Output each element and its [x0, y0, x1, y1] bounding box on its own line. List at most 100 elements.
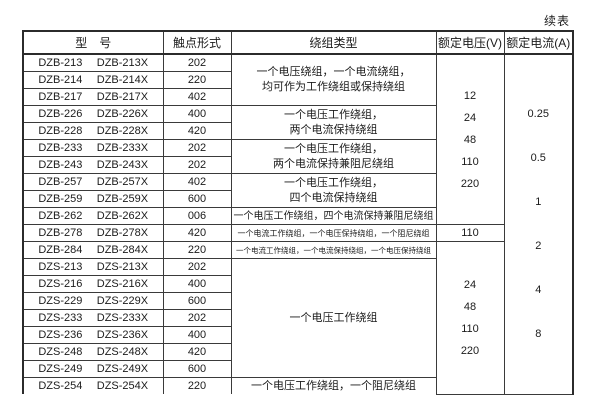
contact-form-cell: 400 [162, 275, 232, 293]
model-cell: DZB-228 DZB-228X [22, 122, 164, 140]
model-number: DZS-248 [38, 346, 83, 358]
voltage-value: 220 [460, 344, 480, 357]
model-number-x: DZS-236X [96, 329, 149, 341]
winding-type-text: 均可作为工作绕组或保持绕组 [262, 81, 405, 93]
winding-type-cell: 一个电压工作绕组，一个阻尼绕组 [230, 377, 437, 394]
model-number: DZS-236 [38, 329, 83, 341]
winding-type-text: 一个电压工作绕组 [289, 311, 378, 324]
col-header-voltage: 额定电压(V) [435, 30, 505, 55]
model-number: DZB-217 [38, 91, 83, 103]
model-number-x: DZB-214X [96, 74, 149, 86]
model-cell: DZS-233 DZS-233X [22, 309, 164, 327]
table-row: DZB-262 DZB-262X 006 一个电压工作绕组，四个电流保持兼阻尼绕组 [22, 207, 573, 225]
model-cell: DZB-217 DZB-217X [22, 88, 164, 106]
rated-voltage-cell: 110 [435, 224, 505, 242]
winding-type-text: 两个电流保持绕组 [289, 123, 378, 136]
winding-type-text: 一个电压工作绕组， [284, 142, 383, 155]
model-number-x: DZB-217X [96, 91, 149, 103]
winding-type-cell: 一个电压工作绕组， 两个电流保持绕组 [230, 105, 437, 140]
continued-table-label: 续表 [543, 14, 570, 28]
voltage-value: 24 [463, 278, 477, 291]
model-number: DZB-228 [38, 125, 83, 137]
voltage-value: 48 [463, 300, 477, 313]
model-number-x: DZB-259X [96, 193, 149, 205]
winding-type-text: 一个电压工作绕组， [284, 176, 383, 189]
table-row: DZS-229 DZS-229X 600 [22, 292, 573, 310]
contact-form-cell: 220 [162, 377, 232, 394]
model-number-x: DZB-213X [96, 57, 149, 69]
model-number-x: DZS-249X [96, 363, 149, 375]
model-number-x: DZB-257X [96, 176, 149, 188]
model-cell: DZB-226 DZB-226X [22, 105, 164, 123]
contact-form-cell: 202 [162, 139, 232, 157]
winding-type-cell: 一个电压工作绕组， 两个电流保持兼阻尼绕组 [230, 139, 437, 174]
model-number: DZB-214 [38, 74, 83, 86]
model-number: DZB-262 [38, 210, 83, 222]
col-header-winding: 绕组类型 [230, 30, 437, 55]
winding-type-text: 一个电流工作绕组，一个电流保持绕组，一个电压保持绕组 [236, 245, 431, 255]
model-number: DZB-278 [38, 227, 83, 239]
model-number: DZS-249 [38, 363, 83, 375]
model-number: DZS-233 [38, 312, 83, 324]
table-row: DZS-216 DZS-216X 400 [22, 275, 573, 293]
table-row: DZB-217 DZB-217X 402 [22, 88, 573, 106]
model-number: DZB-259 [38, 193, 83, 205]
winding-type-cell: 一个电流工作绕组，一个电压保持绕组，一个阻尼绕组 [230, 224, 437, 242]
winding-type-text: 一个电压工作绕组，一个阻尼绕组 [251, 379, 416, 392]
model-cell: DZB-278 DZB-278X [22, 224, 164, 242]
contact-form-cell: 220 [162, 71, 232, 89]
winding-type-text: 一个电压工作绕组，四个电流保持兼阻尼绕组 [233, 210, 434, 222]
contact-form-cell: 006 [162, 207, 232, 225]
contact-form-cell: 202 [162, 309, 232, 327]
rated-voltage-cell: 24 48 110 220 [435, 241, 505, 395]
model-number-x: DZB-284X [96, 244, 149, 256]
model-number: DZB-284 [38, 244, 83, 256]
winding-type-cell: 一个电压工作绕组 [230, 258, 437, 378]
table-row: DZB-278 DZB-278X 420 一个电流工作绕组，一个电压保持绕组，一个阻尼… [22, 224, 573, 242]
model-number-x: DZS-254X [96, 380, 149, 392]
table-row: DZB-284 DZB-284X 220 一个电流工作绕组，一个电流保持绕组，一个电压… [22, 241, 573, 395]
model-cell: DZB-243 DZB-243X [22, 156, 164, 174]
voltage-value: 24 [463, 111, 477, 124]
model-number: DZB-226 [38, 108, 83, 120]
table-row: DZB-213 DZB-213X 202 一个电压绕组，一个电流绕组， 均可作为工作绕组… [22, 53, 574, 395]
contact-form-cell: 202 [162, 53, 232, 72]
voltage-value: 110 [461, 322, 479, 335]
winding-type-cell: 一个电压绕组，一个电流绕组， 均可作为工作绕组或保持绕组 [230, 53, 437, 106]
model-number: DZS-213 [38, 261, 83, 273]
table-row: DZB-259 DZB-259X 600 [22, 190, 573, 208]
winding-type-text: 两个电流保持兼阻尼绕组 [273, 157, 394, 170]
model-cell: DZB-259 DZB-259X [22, 190, 164, 208]
current-value: 1 [535, 196, 542, 209]
model-number: DZB-257 [38, 176, 83, 188]
contact-form-cell: 600 [162, 360, 232, 378]
contact-form-cell: 420 [162, 122, 232, 140]
table-body: DZB-213 DZB-213X 202 一个电压绕组，一个电流绕组， 均可作为工作绕组… [22, 53, 574, 395]
current-value: 0.5 [530, 152, 546, 165]
model-cell: DZS-249 DZS-249X [22, 360, 164, 378]
model-cell: DZB-233 DZB-233X [22, 139, 164, 157]
model-cell: DZB-213 DZB-213X [22, 53, 164, 72]
model-cell: DZB-262 DZB-262X [22, 207, 164, 225]
model-number-x: DZB-228X [96, 125, 149, 137]
model-number-x: DZS-248X [96, 346, 149, 358]
winding-type-cell: 一个电流工作绕组，一个电流保持绕组，一个电压保持绕组 [230, 241, 437, 259]
contact-form-cell: 202 [162, 258, 232, 276]
contact-form-cell: 420 [162, 224, 232, 242]
model-cell: DZB-284 DZB-284X [22, 241, 164, 259]
model-number: DZS-254 [38, 380, 83, 392]
rated-current-cell: 0.25 0.5 1 2 4 8 [503, 53, 574, 395]
model-number: DZB-243 [38, 159, 83, 171]
rated-voltage-cell: 12 24 48 110 220 [435, 53, 505, 225]
contact-form-cell: 400 [162, 105, 232, 123]
col-header-model: 型 号 [22, 30, 164, 55]
current-value: 8 [535, 328, 542, 341]
contact-form-cell: 400 [162, 326, 232, 344]
model-number-x: DZB-243X [96, 159, 149, 171]
model-cell: DZS-213 DZS-213X [22, 258, 164, 276]
model-number-x: DZS-216X [96, 278, 149, 290]
current-value: 2 [535, 240, 542, 253]
contact-form-cell: 402 [162, 173, 232, 191]
contact-form-cell: 402 [162, 88, 232, 106]
